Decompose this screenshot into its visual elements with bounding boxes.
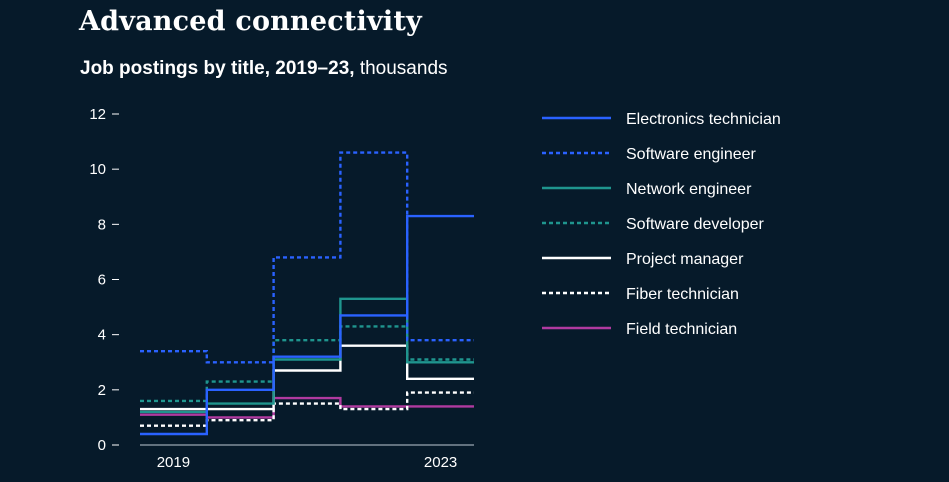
legend: Electronics technician Software engineer N… <box>542 111 781 338</box>
legend-label: Field technician <box>626 321 737 338</box>
y-tick-label: 0 <box>98 437 106 454</box>
y-tick-label: 2 <box>98 382 106 399</box>
series-line-project-manager <box>140 344 474 411</box>
x-tick-label: 2023 <box>424 454 457 471</box>
y-tick-label: 6 <box>98 272 106 289</box>
series-line-network-engineer <box>140 297 474 414</box>
y-tick-label: 12 <box>89 106 106 123</box>
chart-title: Advanced connectivity <box>79 6 422 37</box>
series-line-software-engineer <box>140 151 474 364</box>
series-lines <box>140 151 474 436</box>
legend-label: Software engineer <box>626 146 757 163</box>
x-tick-label: 2019 <box>157 454 190 471</box>
series-line-software-developer <box>140 325 474 403</box>
y-tick-label: 10 <box>89 161 106 178</box>
legend-label: Network engineer <box>626 181 752 198</box>
subtitle-units: thousands <box>359 58 448 79</box>
legend-label: Electronics technician <box>626 111 781 128</box>
legend-label: Fiber technician <box>626 286 739 303</box>
chart-subtitle: Job postings by title, 2019–23, thousand… <box>80 58 448 80</box>
axes: 0 2 4 6 8 10 12 2019 2023 <box>89 106 474 471</box>
series-line-fiber-technician <box>140 391 474 427</box>
subtitle-bold: Job postings by title, 2019–23, <box>80 58 355 79</box>
legend-label: Software developer <box>626 216 765 233</box>
y-tick-label: 8 <box>98 216 106 233</box>
legend-label: Project manager <box>626 251 744 268</box>
series-line-electronics-technician <box>140 214 474 436</box>
y-tick-label: 4 <box>98 327 106 344</box>
